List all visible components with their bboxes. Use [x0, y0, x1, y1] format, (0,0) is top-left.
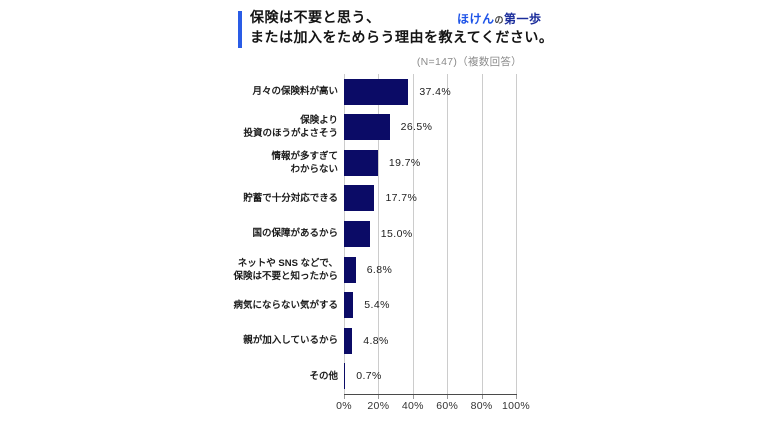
brand-logo-hoken: ほけん — [457, 12, 495, 26]
x-axis-tick-label: 20% — [367, 400, 390, 412]
x-axis-tick-label: 80% — [470, 400, 493, 412]
category-label-line: 病気にならない気がする — [233, 299, 338, 311]
title-accent-bar — [238, 11, 242, 48]
category-label: ネットや SNS などで、 保険は不要と知ったから — [196, 252, 338, 288]
category-label-line: 保険は不要と知ったから — [233, 270, 338, 282]
category-label: 親が加入しているから — [196, 323, 338, 359]
x-axis-line — [344, 394, 517, 395]
value-label: 19.7% — [388, 156, 421, 169]
x-axis-tick — [447, 394, 449, 399]
x-axis-tick-label: 0% — [336, 400, 352, 412]
category-label-line: 国の保障があるから — [252, 228, 338, 240]
category-label: 国の保障があるから — [196, 216, 338, 252]
bar — [344, 292, 354, 319]
value-label: 26.5% — [400, 121, 433, 134]
gridline — [412, 74, 414, 394]
x-axis-tick — [344, 394, 345, 399]
x-axis-tick-label: 60% — [436, 400, 459, 412]
category-label-line: 貯蓄で十分対応できる — [243, 192, 338, 204]
value-label: 37.4% — [419, 85, 452, 98]
category-label: 貯蓄で十分対応できる — [196, 181, 338, 217]
gridline — [378, 74, 380, 394]
category-label: 病気にならない気がする — [196, 287, 338, 323]
sample-size-note: (N=147)（複数回答） — [416, 56, 522, 68]
category-label-line: 月々の保険料が高い — [252, 86, 338, 98]
category-label: 月々の保険料が高い — [196, 74, 338, 110]
x-axis-tick — [516, 394, 517, 399]
category-label-line: 親が加入しているから — [243, 335, 338, 347]
x-axis-tick — [412, 394, 414, 399]
bar — [344, 221, 370, 247]
category-label-line: 投資のほうがよさそう — [243, 128, 338, 140]
value-label: 17.7% — [385, 192, 418, 205]
bar — [344, 256, 356, 283]
page-title: 保険は不要と思う、 または加入をためらう理由を教えてください。 — [250, 8, 553, 47]
category-label: その他 — [196, 358, 338, 394]
category-label: 情報が多すぎて わからない — [196, 145, 338, 181]
category-label-line: わからない — [290, 163, 338, 175]
category-label-line: 情報が多すぎて — [271, 150, 338, 162]
brand-logo-no: の — [494, 15, 505, 25]
value-label: 5.4% — [364, 299, 390, 312]
x-axis-tick-label: 40% — [401, 400, 424, 412]
gridline — [516, 74, 517, 394]
category-label-line: ネットや SNS などで、 — [237, 257, 338, 269]
brand-logo: ほけんの第一歩 — [457, 10, 542, 27]
x-axis-tick — [378, 394, 380, 399]
bar — [344, 185, 375, 212]
gridline — [447, 74, 449, 394]
value-label: 0.7% — [356, 370, 382, 383]
value-label: 6.8% — [366, 263, 393, 276]
brand-logo-daiippo: 第一歩 — [504, 12, 542, 26]
gridline — [481, 74, 483, 394]
bar — [344, 327, 353, 354]
bar — [344, 363, 346, 390]
value-label: 15.0% — [380, 227, 413, 240]
page-title-line2: または加入をためらう理由を教えてください。 — [250, 28, 554, 45]
value-label: 4.8% — [363, 334, 389, 347]
category-label-line: 保険より — [300, 115, 338, 127]
x-axis-tick-label: 100% — [501, 400, 531, 412]
bar — [344, 78, 409, 105]
category-label: 保険より 投資のほうがよさそう — [196, 110, 338, 146]
bar — [344, 114, 390, 141]
page-title-line1: 保険は不要と思う、 — [250, 9, 381, 25]
category-label-line: その他 — [309, 370, 338, 382]
bar — [344, 149, 378, 176]
x-axis-tick — [481, 394, 483, 399]
